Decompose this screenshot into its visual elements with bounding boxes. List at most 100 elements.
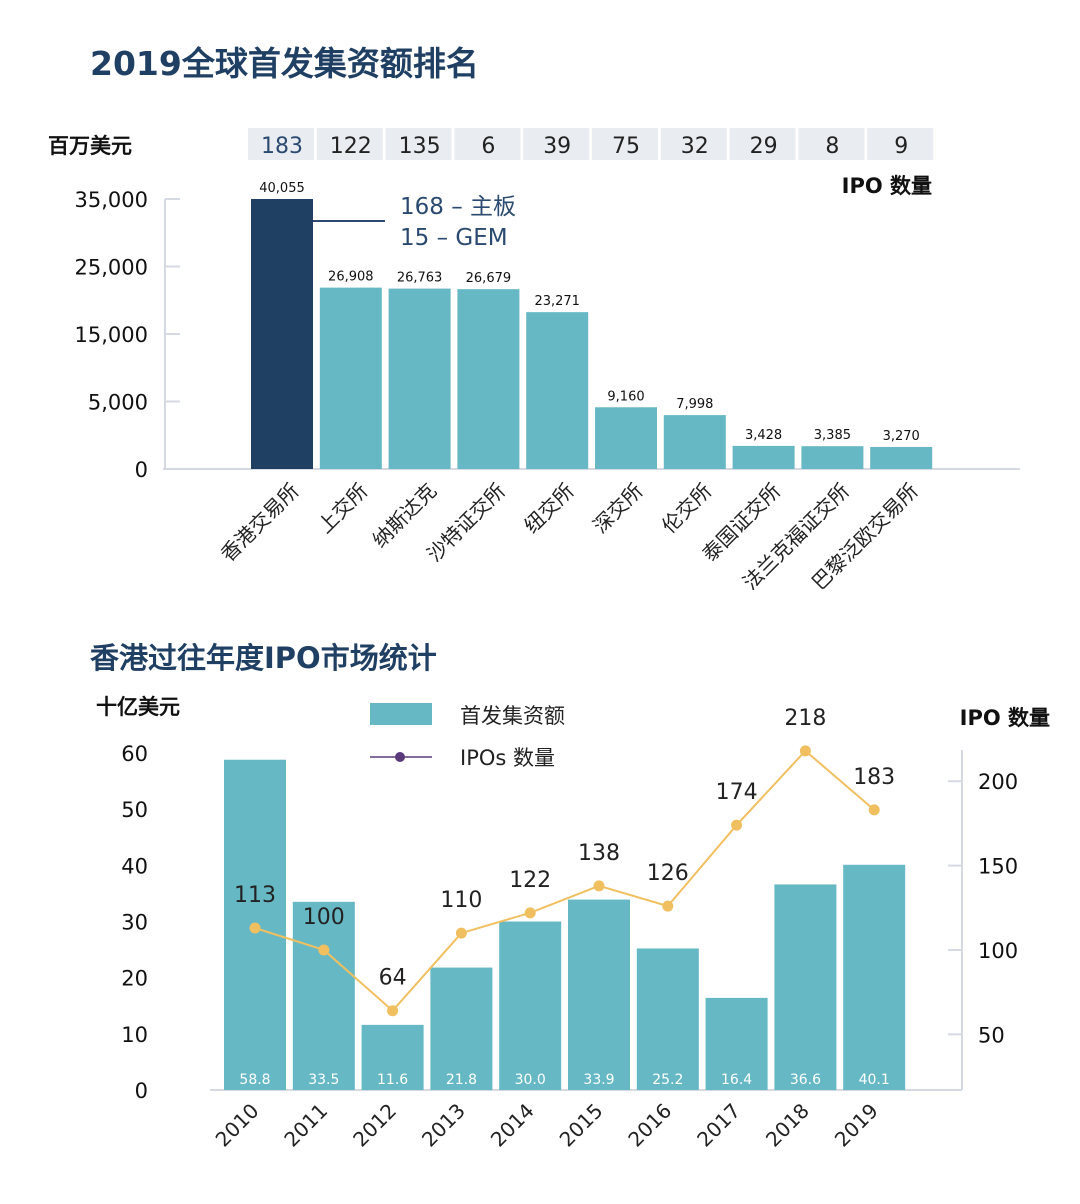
ipo-count-label: 183 <box>853 765 895 790</box>
ipo-count-label: 75 <box>612 134 640 159</box>
bar-value-label: 33.9 <box>583 1072 614 1088</box>
bar <box>774 884 837 1090</box>
bar-value-label: 7,998 <box>676 397 713 412</box>
left-y-tick-label: 50 <box>121 798 148 822</box>
x-tick-label: 2010 <box>211 1099 264 1152</box>
x-tick-label: 2019 <box>830 1099 883 1152</box>
left-y-tick-label: 40 <box>121 854 148 878</box>
ipo-count-box <box>592 128 658 160</box>
chart1-unit-label: 百万美元 <box>48 134 132 158</box>
bar-value-label: 26,679 <box>466 271 512 286</box>
ipo-count-box <box>454 128 521 160</box>
ipo-count-point <box>524 907 536 919</box>
bar-value-label: 58.8 <box>239 1072 270 1088</box>
ipo-count-label: 183 <box>261 134 303 159</box>
ipo-count-label: 100 <box>303 905 345 930</box>
ipo-count-label: 122 <box>330 134 372 159</box>
ipo-count-box <box>867 128 934 160</box>
bar <box>568 899 630 1090</box>
ipo-count-label: 174 <box>716 780 758 805</box>
bar <box>636 948 699 1090</box>
ipo-count-label: 138 <box>578 841 620 866</box>
x-tick-label: 2016 <box>623 1099 676 1152</box>
bar-value-label: 33.5 <box>308 1072 339 1088</box>
ipo-count-point <box>249 922 261 934</box>
ipo-count-label: 8 <box>825 134 839 159</box>
ipo-count-point <box>662 900 674 912</box>
bar <box>361 1024 424 1090</box>
ipo-count-label: 126 <box>647 861 689 886</box>
ipo-count-line <box>254 749 875 1013</box>
y-tick-label: 5,000 <box>88 391 148 415</box>
x-tick-label: 2017 <box>692 1099 745 1152</box>
x-tick-label: 2011 <box>279 1099 332 1152</box>
chart2-left-axis-label: 十亿美元 <box>96 695 180 719</box>
bar <box>319 287 382 469</box>
chart2-right-axis-label: IPO 数量 <box>960 706 1050 730</box>
legend-bar-label: 首发集资额 <box>460 704 565 728</box>
ipo-count-label: 135 <box>399 134 441 159</box>
ipo-count-label: 39 <box>543 134 571 159</box>
bar-value-label: 3,270 <box>883 429 920 444</box>
x-tick-label: 伦交所 <box>657 479 716 538</box>
x-tick-label: 香港交易所 <box>216 479 304 567</box>
bar-value-label: 16.4 <box>721 1072 752 1088</box>
ipo-count-box <box>660 128 727 160</box>
right-y-tick-label: 150 <box>978 855 1018 879</box>
bar-value-label: 30.0 <box>515 1072 546 1088</box>
x-tick-label: 深交所 <box>588 479 647 538</box>
right-y-tick-label: 200 <box>978 770 1018 794</box>
bar-value-label: 26,763 <box>397 271 443 286</box>
bar-value-label: 40.1 <box>859 1072 890 1088</box>
ipo-count-point <box>387 1005 399 1017</box>
legend-bar-swatch <box>370 703 432 725</box>
left-y-tick-label: 0 <box>135 1079 148 1103</box>
chart2-title: 香港过往年度IPO市场统计 <box>90 641 437 675</box>
x-tick-label: 2012 <box>348 1099 401 1152</box>
ipo-count-label: 64 <box>379 966 407 991</box>
x-tick-label: 2015 <box>555 1099 608 1152</box>
bar-value-label: 40,055 <box>259 181 305 196</box>
ipo-count-label: 113 <box>234 883 276 908</box>
bar <box>251 199 313 469</box>
y-tick-label: 15,000 <box>75 323 148 347</box>
ipo-count-box <box>523 128 590 160</box>
left-y-tick-label: 20 <box>121 967 148 991</box>
ipo-count-box <box>316 128 383 160</box>
bar-value-label: 21.8 <box>446 1072 477 1088</box>
bar <box>705 997 768 1090</box>
bar <box>595 407 657 469</box>
ipo-count-box <box>248 128 314 160</box>
bar-value-label: 26,908 <box>328 270 374 285</box>
annotation-gem: 15 – GEM <box>400 225 508 251</box>
chart2-plot: 0 10 20 30 40 50 60 50 100 150 200 58.8 2010 33.5 2011… <box>121 706 1018 1152</box>
ipo-count-label: 9 <box>894 134 908 159</box>
bar-value-label: 23,271 <box>534 294 580 309</box>
ipo-count-point <box>593 880 605 892</box>
bar <box>457 289 520 469</box>
ipo-count-box <box>729 128 796 160</box>
bar-value-label: 3,385 <box>814 428 851 443</box>
bar-value-label: 11.6 <box>377 1072 408 1088</box>
ipo-count-point <box>731 819 743 831</box>
legend-line-label: IPOs 数量 <box>460 746 555 770</box>
right-y-tick-label: 50 <box>978 1023 1005 1047</box>
x-tick-label: 2018 <box>761 1099 814 1152</box>
ipo-count-label: 218 <box>784 706 826 731</box>
left-y-tick-label: 60 <box>121 742 148 766</box>
y-tick-label: 25,000 <box>75 256 148 280</box>
ipo-count-box <box>798 128 865 160</box>
annotation-main-board: 168 – 主板 <box>400 194 516 220</box>
bar <box>801 446 864 469</box>
ipo-count-label: 6 <box>481 134 495 159</box>
y-tick-label: 0 <box>135 458 148 482</box>
bar <box>292 901 355 1090</box>
left-y-tick-label: 30 <box>121 911 148 935</box>
legend-line-marker <box>395 752 405 762</box>
ipo-count-point <box>799 745 811 757</box>
bar-value-label: 9,160 <box>607 389 644 404</box>
x-tick-label: 2013 <box>417 1099 470 1152</box>
y-tick-label: 35,000 <box>75 188 148 212</box>
x-tick-label: 上交所 <box>313 479 372 538</box>
